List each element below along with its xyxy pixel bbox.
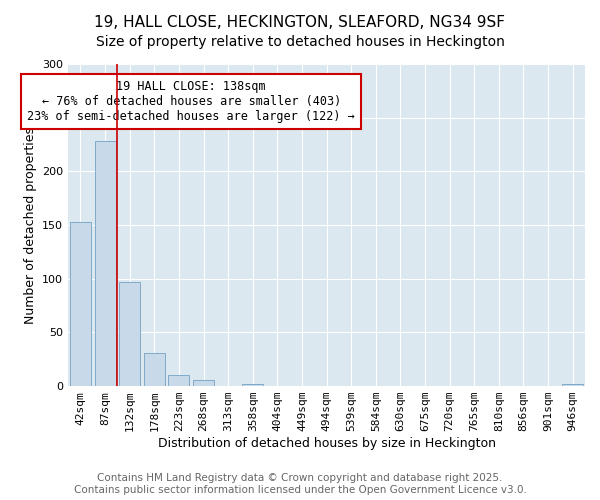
Bar: [70, 222, 91, 386]
Text: Contains HM Land Registry data © Crown copyright and database right 2025.
Contai: Contains HM Land Registry data © Crown c…: [74, 474, 526, 495]
Bar: [95, 142, 116, 386]
Bar: [242, 384, 263, 386]
Y-axis label: Number of detached properties: Number of detached properties: [23, 126, 37, 324]
Bar: [144, 353, 165, 386]
Text: 19, HALL CLOSE, HECKINGTON, SLEAFORD, NG34 9SF: 19, HALL CLOSE, HECKINGTON, SLEAFORD, NG…: [95, 15, 505, 30]
Text: Size of property relative to detached houses in Heckington: Size of property relative to detached ho…: [95, 35, 505, 49]
X-axis label: Distribution of detached houses by size in Heckington: Distribution of detached houses by size …: [158, 437, 496, 450]
Text: 19 HALL CLOSE: 138sqm
← 76% of detached houses are smaller (403)
23% of semi-det: 19 HALL CLOSE: 138sqm ← 76% of detached …: [28, 80, 355, 123]
Bar: [562, 384, 583, 386]
Bar: [169, 376, 190, 386]
Bar: [193, 380, 214, 386]
Bar: [119, 282, 140, 386]
